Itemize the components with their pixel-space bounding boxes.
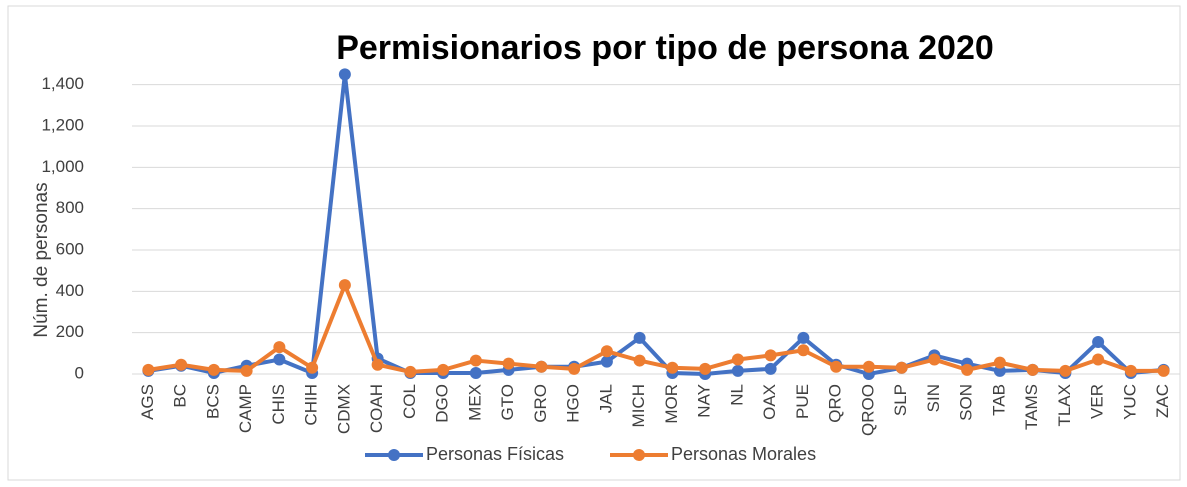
x-tick-label: QROO — [858, 384, 877, 436]
data-point — [1157, 364, 1170, 377]
data-point — [1124, 364, 1137, 377]
data-point — [633, 331, 646, 344]
x-tick-label: COAH — [367, 384, 386, 433]
data-point — [993, 356, 1006, 369]
x-tick-label: DGO — [433, 384, 452, 423]
data-point — [273, 353, 286, 366]
x-tick-label: CAMP — [236, 384, 255, 433]
data-point — [469, 354, 482, 367]
data-point — [830, 360, 843, 373]
data-point — [731, 364, 744, 377]
x-tick-label: PUE — [793, 384, 812, 419]
x-tick-label: MOR — [662, 384, 681, 424]
x-tick-label: ZAC — [1153, 384, 1172, 418]
x-tick-label: CHIS — [269, 384, 288, 425]
data-point — [633, 354, 646, 367]
chart-title: Permisionarios por tipo de persona 2020 — [336, 29, 994, 67]
x-tick-label: OAX — [760, 384, 779, 420]
x-tick-label: TAMS — [1022, 384, 1041, 430]
y-tick-label: 600 — [56, 239, 84, 258]
data-point — [1059, 364, 1072, 377]
data-point — [207, 363, 220, 376]
x-tick-label: AGS — [138, 384, 157, 420]
data-point — [175, 358, 188, 371]
data-point — [928, 353, 941, 366]
data-point — [306, 361, 319, 374]
y-tick-label: 1,400 — [41, 74, 84, 93]
x-tick-label: GTO — [498, 384, 517, 421]
data-point — [797, 344, 810, 357]
x-tick-label: VER — [1088, 384, 1107, 419]
x-tick-label: MEX — [465, 384, 484, 421]
x-tick-label: TAB — [989, 384, 1008, 416]
data-point — [666, 361, 679, 374]
y-tick-label: 1,000 — [41, 157, 84, 176]
y-tick-label: 400 — [56, 281, 84, 300]
legend-label: Personas Morales — [671, 444, 816, 464]
data-point — [600, 355, 613, 368]
y-tick-label: 200 — [56, 322, 84, 341]
x-tick-label: BC — [171, 384, 190, 408]
data-point — [273, 341, 286, 354]
x-tick-label: SLP — [891, 384, 910, 416]
data-point — [568, 362, 581, 375]
data-point — [764, 362, 777, 375]
x-tick-label: JAL — [596, 384, 615, 413]
x-tick-label: NL — [727, 384, 746, 406]
data-point — [338, 279, 351, 292]
x-tick-label: COL — [400, 384, 419, 419]
data-point — [961, 363, 974, 376]
x-tick-label: HGO — [564, 384, 583, 423]
data-point — [469, 366, 482, 379]
y-axis-label: Núm. de personas — [31, 182, 52, 337]
x-tick-label: SIN — [924, 384, 943, 412]
data-point — [240, 364, 253, 377]
data-point — [993, 364, 1006, 377]
x-tick-label: NAY — [695, 384, 714, 418]
data-point — [535, 360, 548, 373]
data-point — [404, 365, 417, 378]
x-tick-label: YUC — [1120, 384, 1139, 420]
data-point — [895, 361, 908, 374]
data-point — [1092, 335, 1105, 348]
data-point — [699, 362, 712, 375]
data-point — [600, 345, 613, 358]
y-tick-label: 800 — [56, 198, 84, 217]
data-point — [1026, 363, 1039, 376]
data-point — [502, 357, 515, 370]
data-point — [142, 363, 155, 376]
x-tick-label: GRO — [531, 384, 550, 423]
data-point — [764, 349, 777, 362]
data-point — [797, 331, 810, 344]
data-point — [731, 353, 744, 366]
x-tick-label: BCS — [203, 384, 222, 419]
x-tick-label: CHIH — [302, 384, 321, 426]
data-point — [1092, 353, 1105, 366]
legend-label: Personas Físicas — [426, 444, 564, 464]
data-point — [371, 358, 384, 371]
x-tick-label: QRO — [826, 384, 845, 423]
data-point — [437, 363, 450, 376]
y-tick-label: 1,200 — [41, 115, 84, 134]
x-tick-label: TLAX — [1055, 384, 1074, 427]
legend-marker — [633, 449, 645, 461]
x-tick-label: MICH — [629, 384, 648, 427]
legend-marker — [388, 449, 400, 461]
x-tick-label: CDMX — [334, 384, 353, 434]
data-point — [862, 360, 875, 373]
y-tick-label: 0 — [75, 363, 84, 382]
data-point — [338, 68, 351, 81]
x-tick-label: SON — [957, 384, 976, 421]
